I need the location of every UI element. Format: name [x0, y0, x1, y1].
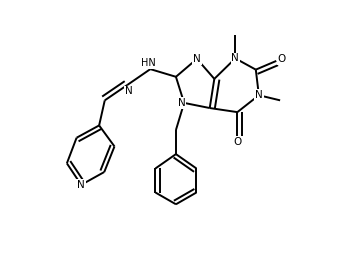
Text: O: O — [278, 54, 286, 64]
Text: N: N — [125, 86, 132, 97]
Text: N: N — [255, 90, 263, 100]
Text: N: N — [193, 54, 201, 64]
Text: N: N — [231, 53, 239, 63]
Text: N: N — [77, 180, 85, 190]
Text: N: N — [178, 98, 185, 108]
Text: O: O — [233, 137, 242, 147]
Text: HN: HN — [141, 58, 156, 69]
